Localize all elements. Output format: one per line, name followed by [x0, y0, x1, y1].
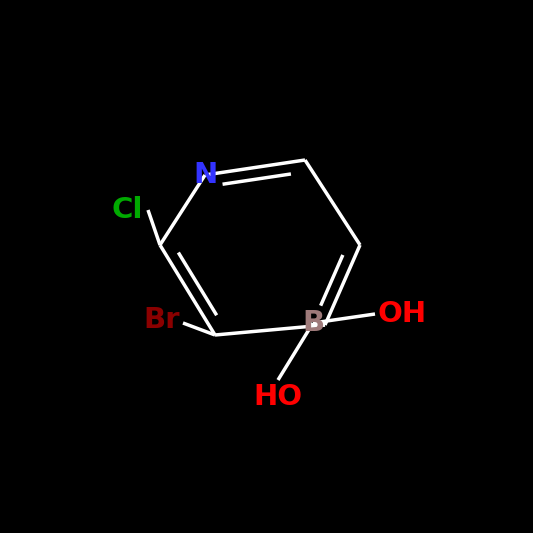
Text: HO: HO	[253, 383, 303, 410]
Text: Cl: Cl	[111, 196, 143, 224]
Text: Br: Br	[144, 306, 180, 334]
Text: N: N	[193, 161, 217, 189]
Text: B: B	[302, 309, 324, 337]
Text: OH: OH	[378, 300, 427, 328]
